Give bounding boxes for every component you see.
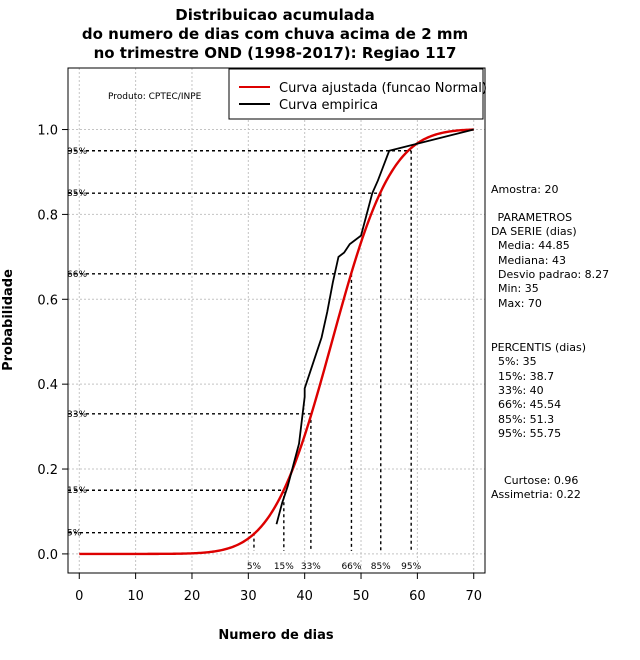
param-max: Max: 70 — [491, 297, 542, 310]
x-tick-label: 40 — [296, 589, 313, 604]
legend-box — [228, 68, 484, 120]
percentile-label-left: 85% — [67, 189, 87, 199]
legend: Curva ajustada (funcao Normal) Curva emp… — [228, 68, 487, 120]
percentile-label-bottom: 85% — [371, 562, 391, 572]
kurtosis: Curtose: 0.96 — [497, 474, 578, 487]
x-tick-label: 20 — [184, 589, 201, 604]
x-axis-title: Numero de dias — [218, 628, 334, 643]
y-tick-label: 0.4 — [37, 378, 58, 393]
percentile-label-bottom: 33% — [301, 562, 321, 572]
percentile-5: 5%: 35 — [491, 355, 537, 368]
percentile-label-bottom: 5% — [247, 562, 262, 572]
y-tick-label: 0.2 — [37, 463, 58, 478]
params-title-line-1: PARAMETROS — [494, 211, 572, 224]
empirical-curve — [275, 128, 474, 525]
legend-label-fitted: Curva ajustada (funcao Normal) — [279, 81, 487, 96]
x-tick-label: 50 — [353, 589, 370, 604]
percentile-85: 85%: 51.3 — [491, 413, 554, 426]
legend-label-empirical: Curva empirica — [279, 98, 378, 113]
percentiles-title: PERCENTIS (dias) — [491, 341, 586, 354]
x-tick-label: 70 — [465, 589, 482, 604]
percentile-label-left: 66% — [67, 270, 87, 280]
params-title-line-2: DA SERIE (dias) — [491, 225, 577, 238]
param-mean: Media: 44.85 — [491, 239, 570, 252]
x-tick-label: 0 — [75, 589, 83, 604]
percentile-label-left: 15% — [67, 486, 87, 496]
skewness: Assimetria: 0.22 — [491, 488, 581, 501]
sample-size: Amostra: 20 — [491, 183, 558, 196]
chart-title-line-1: Distribuicao acumulada — [175, 6, 374, 24]
param-median: Mediana: 43 — [491, 254, 566, 267]
x-tick-label: 30 — [240, 589, 257, 604]
plot-frame — [67, 67, 486, 574]
y-axis-title: Probabilidade — [1, 269, 16, 371]
x-tick-label: 60 — [409, 589, 426, 604]
y-tick-label: 0.0 — [37, 548, 58, 563]
y-tick-label: 0.6 — [37, 293, 58, 308]
percentile-66: 66%: 45.54 — [491, 398, 561, 411]
percentile-33: 33%: 40 — [491, 384, 544, 397]
percentile-label-left: 33% — [67, 410, 87, 420]
percentile-label-bottom: 66% — [341, 562, 361, 572]
y-tick-label: 1.0 — [37, 124, 58, 139]
percentile-label-left: 95% — [67, 147, 87, 157]
percentile-guides: 5% 5% 15% 15% 33% 33% 66% 66% 85% 85% 95% 95% — [67, 147, 422, 572]
param-sd: Desvio padrao: 8.27 — [491, 268, 609, 281]
param-min: Min: 35 — [491, 282, 539, 295]
chart-title-line-3: no trimestre OND (1998-2017): Regiao 117 — [94, 44, 457, 62]
percentile-label-bottom: 95% — [401, 562, 421, 572]
percentile-15: 15%: 38.7 — [491, 370, 554, 383]
percentile-label-left: 5% — [67, 529, 82, 539]
x-tick-label: 10 — [127, 589, 144, 604]
axis-ticks: 0 10 20 30 40 50 60 70 0.0 0.2 0.4 0.6 0.8 1.0 — [37, 124, 482, 604]
grid-lines — [68, 68, 485, 573]
statistics-panel: Amostra: 20 PARAMETROS DA SERIE (dias) M… — [491, 183, 609, 501]
chart-title-line-2: do numero de dias com chuva acima de 2 m… — [82, 25, 468, 43]
series-layer — [79, 128, 474, 556]
percentile-95: 95%: 55.75 — [491, 427, 561, 440]
y-tick-label: 0.8 — [37, 208, 58, 223]
fitted-normal-curve — [79, 128, 474, 556]
product-note: Produto: CPTEC/INPE — [108, 92, 202, 102]
percentile-label-bottom: 15% — [274, 562, 294, 572]
